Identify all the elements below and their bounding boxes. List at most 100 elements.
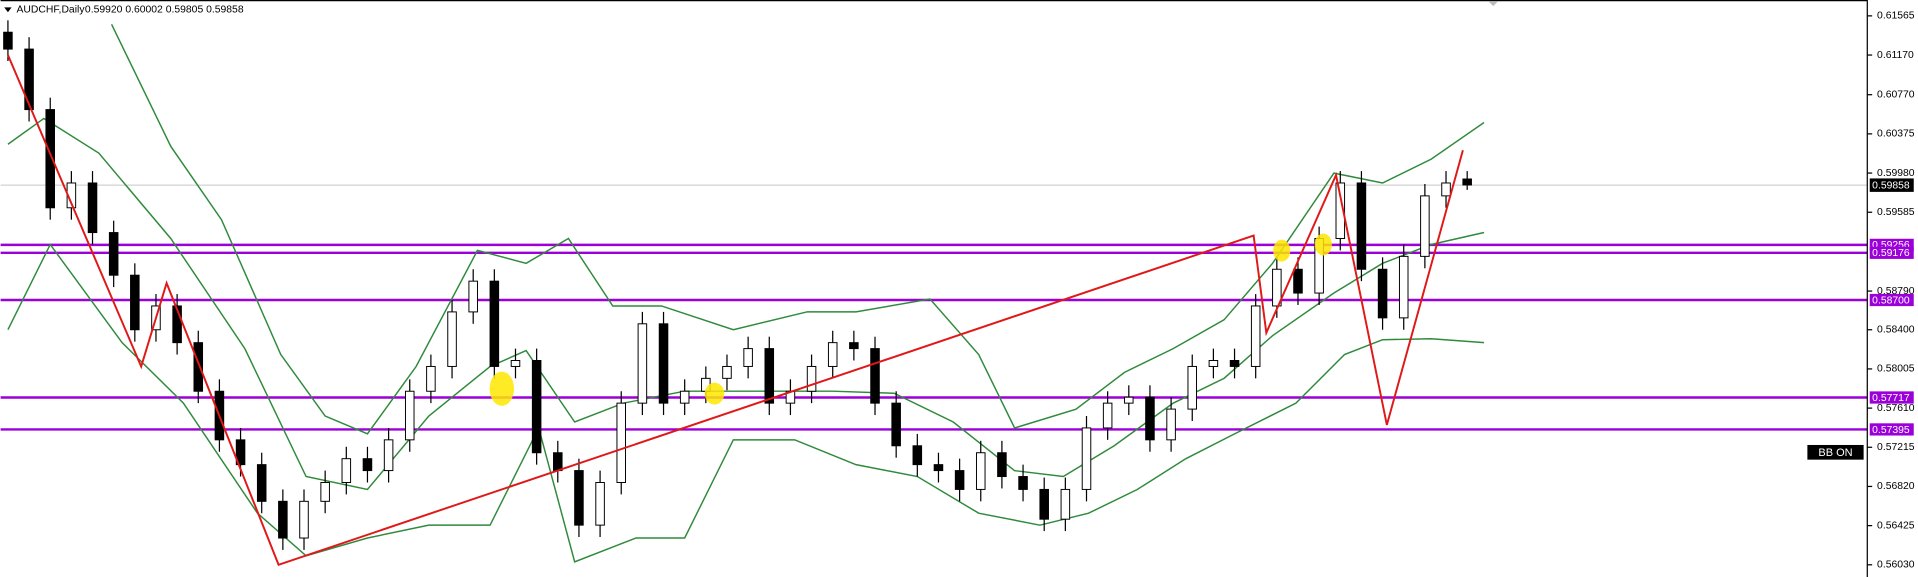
candle-body [1335, 182, 1346, 240]
candle-body [278, 500, 288, 539]
current-price-label: 0.59858 [1872, 181, 1910, 192]
highlight [1314, 233, 1332, 256]
highlight [489, 371, 515, 406]
candle-body [870, 348, 880, 404]
y-tick-label: 0.59980 [1877, 168, 1915, 179]
y-tick-label: 0.61170 [1877, 50, 1914, 61]
candle-body [764, 348, 775, 404]
candle-body [1145, 396, 1155, 441]
candle-body [997, 452, 1007, 478]
candle-body [1272, 268, 1282, 307]
candle-body [975, 452, 986, 490]
candle-body [404, 390, 415, 441]
candle-body [1377, 268, 1388, 319]
level-box [1869, 293, 1914, 307]
y-tick-label: 0.58400 [1877, 325, 1915, 336]
candle-body [595, 481, 605, 526]
level-label: 0.57717 [1872, 393, 1910, 404]
y-tick-label: 0.61565 [1877, 11, 1915, 22]
candle-body [108, 232, 119, 276]
candle-body [679, 390, 690, 404]
candle-body [1229, 360, 1240, 367]
candle-body [1018, 476, 1028, 490]
candle-body [849, 342, 859, 350]
candle-body [468, 280, 478, 313]
badge: BB ON [1818, 447, 1852, 459]
candle-body [827, 342, 838, 367]
candle-body [45, 109, 55, 209]
price-axis: 0.61565 0.61170 0.60770 0.60375 0.59980 0.595… [1867, 11, 1915, 571]
candles [3, 20, 1472, 550]
y-tick-label: 0.58790 [1877, 286, 1915, 297]
candle-body [1187, 365, 1198, 410]
candle-body [256, 464, 267, 502]
y-tick-label: 0.60375 [1877, 129, 1915, 140]
band-line [110, 24, 1485, 435]
candle-body [193, 342, 204, 392]
candle-body [320, 481, 330, 502]
y-tick-label: 0.56425 [1877, 520, 1915, 531]
candle-body [3, 31, 13, 50]
candle-body [510, 360, 521, 367]
candle-body [891, 402, 901, 447]
candle-body [172, 305, 182, 344]
candle-body [1060, 488, 1071, 520]
candle-body [1166, 408, 1176, 441]
badge-box [1807, 444, 1864, 460]
candle-body [574, 470, 584, 526]
candle-body [531, 360, 542, 454]
candle-body [1102, 402, 1113, 429]
candle-body [1250, 305, 1261, 367]
y-tick-label: 0.57215 [1877, 442, 1915, 453]
candle-body [1293, 268, 1303, 294]
candle-body [235, 439, 246, 466]
y-tick-label: 0.56820 [1877, 481, 1915, 492]
candle-body [362, 458, 373, 472]
candle-body [426, 365, 436, 392]
menu-arrow[interactable] [4, 7, 12, 13]
level-label: 0.59176 [1872, 248, 1910, 259]
zigzag [7, 54, 1464, 566]
level-box [1869, 246, 1914, 259]
candle-body [383, 439, 394, 472]
candle-body [24, 48, 34, 111]
shift-marker [1488, 1, 1499, 7]
candle-body [954, 470, 965, 490]
candle-body [743, 348, 753, 367]
candle-body [933, 464, 944, 472]
level-label: 0.57395 [1872, 425, 1910, 436]
level-box [1869, 423, 1914, 436]
candle-body [341, 458, 352, 483]
candle-body [1039, 488, 1049, 520]
candle-body [806, 365, 817, 392]
candle-body [447, 311, 457, 367]
candle-body [1356, 182, 1367, 270]
candle-body [299, 500, 309, 539]
candle-body [87, 182, 98, 234]
y-tick-label: 0.58005 [1877, 364, 1915, 375]
candle-body [130, 274, 140, 331]
candle-body [1081, 427, 1092, 490]
candle-body [1462, 178, 1472, 186]
chart-ohlc: 0.59920 0.60002 0.59805 0.59858 [85, 5, 244, 16]
highlight [1273, 239, 1291, 262]
candle-body [489, 280, 500, 367]
candle-body [1124, 396, 1134, 404]
y-tick-label: 0.56030 [1877, 560, 1915, 571]
candle-body [553, 452, 563, 472]
candle-body [912, 445, 923, 466]
candle-body [1441, 182, 1451, 197]
y-tick-label: 0.57610 [1877, 403, 1915, 414]
y-tick-label: 0.60770 [1877, 89, 1915, 100]
candle-body [1398, 255, 1409, 319]
candle-body [722, 365, 732, 379]
current-price-box [1869, 178, 1914, 192]
level-label: 0.58700 [1872, 295, 1910, 306]
candle-body [658, 323, 669, 404]
candle-body [637, 323, 648, 404]
highlight [704, 382, 725, 405]
highlights [489, 233, 1332, 406]
level-box [1869, 391, 1914, 404]
